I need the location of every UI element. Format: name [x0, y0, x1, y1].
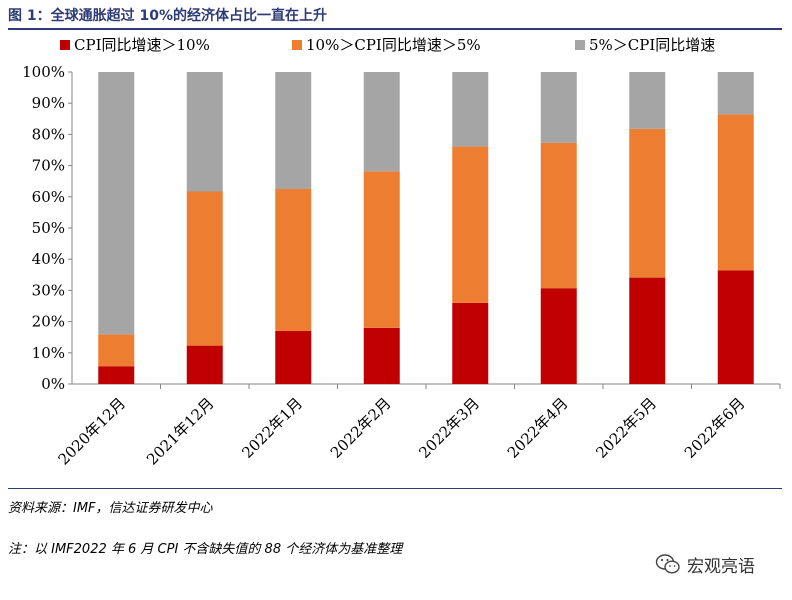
y-tick-label: 10% — [32, 344, 65, 362]
chart-title: 图 1：全球通胀超过 10%的经济体占比一直在上升 — [8, 8, 327, 24]
bar-segment — [629, 128, 666, 278]
stacked-bar-chart: CPI同比增速＞10% 10%＞CPI同比增速＞5% 5%＞CPI同比增速 0% 10… — [22, 36, 781, 469]
y-tick-label: 80% — [32, 125, 65, 143]
y-tick-label: 100% — [22, 63, 65, 81]
bar-segment — [540, 72, 577, 143]
legend-swatch — [292, 40, 302, 50]
source-note: 资料来源：IMF，信达证券研发中心 — [8, 501, 213, 516]
bar-segment — [629, 72, 666, 129]
wechat-icon — [655, 554, 680, 574]
y-tick-label: 60% — [32, 188, 65, 206]
y-tick-label: 70% — [32, 157, 65, 175]
divider — [8, 488, 782, 489]
y-tick-label: 0% — [41, 375, 65, 393]
y-tick-label: 90% — [32, 94, 65, 112]
bar-segment — [98, 334, 135, 367]
x-tick-label: 2022年6月 — [681, 394, 749, 462]
bars — [98, 72, 754, 384]
x-tick-label: 2022年1月 — [238, 394, 306, 462]
legend-label: 5%＞CPI同比增速 — [589, 36, 715, 54]
bar-segment — [98, 366, 135, 384]
bar-segment — [275, 189, 312, 331]
bar-segment — [452, 146, 489, 303]
x-tick-label: 2022年4月 — [504, 394, 572, 462]
bar-segment — [186, 345, 223, 384]
bar-segment — [98, 72, 135, 335]
bar-segment — [186, 191, 223, 346]
bar-segment — [275, 330, 312, 384]
x-tick-label: 2021年12月 — [143, 394, 217, 468]
bar-segment — [540, 142, 577, 289]
bar-segment — [717, 270, 754, 384]
bar-segment — [363, 171, 400, 328]
x-tick-label: 2022年5月 — [592, 394, 660, 462]
x-tick-label: 2022年2月 — [327, 394, 395, 462]
y-tick-label: 20% — [32, 313, 65, 331]
x-tick-label: 2020年12月 — [55, 394, 129, 468]
x-tick-label: 2022年3月 — [415, 394, 483, 462]
bar-segment — [717, 72, 754, 115]
legend-label: CPI同比增速＞10% — [74, 36, 210, 54]
bar-segment — [540, 288, 577, 384]
footnote: 注：以 IMF2022 年 6 月 CPI 不含缺失值的 88 个经济体为基准整… — [8, 542, 403, 557]
watermark: 宏观亮语 — [655, 551, 755, 577]
bar-segment — [452, 302, 489, 384]
bar-segment — [717, 114, 754, 271]
y-tick-label: 50% — [32, 219, 65, 237]
y-tick-label: 30% — [32, 281, 65, 299]
bar-segment — [186, 72, 223, 192]
legend-swatch — [60, 40, 70, 50]
bar-segment — [275, 72, 312, 189]
bar-segment — [363, 327, 400, 384]
legend-swatch — [575, 40, 585, 50]
y-tick-label: 40% — [32, 250, 65, 268]
legend-label: 10%＞CPI同比增速＞5% — [306, 36, 481, 54]
watermark-label: 宏观亮语 — [687, 556, 755, 577]
title-bar: 图 1：全球通胀超过 10%的经济体占比一直在上升 — [8, 2, 782, 30]
bar-segment — [629, 277, 666, 384]
bar-segment — [452, 72, 489, 147]
legend: CPI同比增速＞10% 10%＞CPI同比增速＞5% 5%＞CPI同比增速 — [60, 36, 715, 54]
axes — [68, 71, 781, 389]
bar-segment — [363, 72, 400, 172]
